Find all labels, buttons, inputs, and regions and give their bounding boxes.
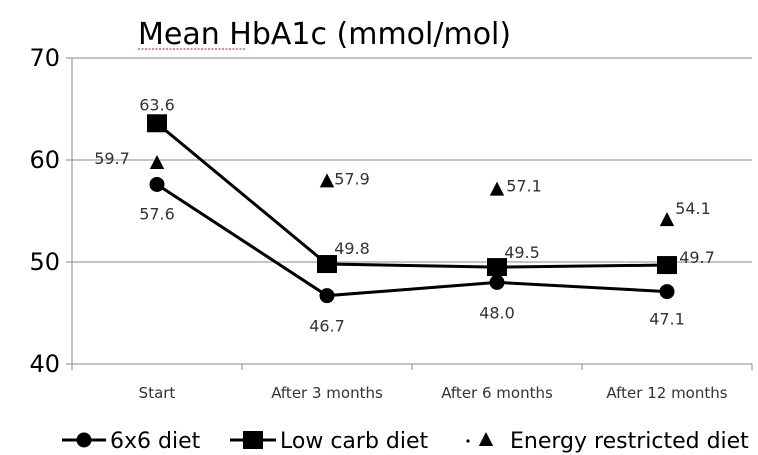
x-tick-label-1: After 3 months: [271, 384, 383, 402]
legend-6x6-label: 6x6 diet: [110, 429, 201, 454]
axes: [66, 57, 753, 370]
low-carb-series-line: [156, 122, 668, 269]
legend-low-carb-label: Low carb diet: [280, 429, 429, 454]
legend-energy-restricted-marker: [478, 432, 494, 446]
low-carb-point-0: [147, 114, 167, 133]
energy-restricted-data-label-0: 59.7: [94, 149, 130, 168]
low-carb-point-1: [317, 255, 337, 274]
low-carb-data-label-1: 49.8: [334, 239, 370, 258]
6x6-data-label-2: 48.0: [479, 303, 515, 322]
low-carb-point-3: [657, 256, 677, 275]
legend-energy-restricted-label: Energy restricted diet: [510, 429, 749, 454]
energy-restricted-data-label-1: 57.9: [334, 169, 370, 188]
low-carb-point-2: [487, 258, 507, 277]
low-carb-data-label-0: 63.6: [139, 95, 175, 114]
6x6-data-label-1: 46.7: [309, 317, 345, 336]
energy-restricted-point-2: [489, 181, 505, 196]
x-tick-labels: Start After 3 months After 6 months After 1…: [139, 384, 728, 402]
6x6-point-2: [489, 274, 505, 290]
6x6-point-3: [659, 284, 675, 300]
energy-restricted-data-label-2: 57.1: [506, 177, 542, 196]
energy-restricted-data-label-3: 54.1: [675, 199, 711, 218]
energy-restricted-point-3: [659, 212, 675, 227]
6x6-point-1: [319, 288, 335, 304]
legend: 6x6 diet Low carb diet Energy restricted d…: [62, 429, 749, 454]
energy-restricted-point-1: [319, 173, 335, 188]
6x6-data-label-0: 57.6: [139, 204, 175, 223]
chart-title: Mean HbA1c (mmol/mol): [138, 17, 511, 52]
legend-energy-restricted-dot: [466, 439, 470, 443]
y-tick-labels: 40 50 60 70: [29, 44, 60, 378]
6x6-data-label-3: 47.1: [649, 310, 685, 329]
series-marks: [147, 114, 677, 304]
y-tick-label-50: 50: [29, 248, 60, 276]
x-tick-label-3: After 12 months: [606, 384, 727, 402]
legend-low-carb-marker: [243, 431, 263, 449]
low-carb-data-label-3: 49.7: [679, 248, 715, 267]
y-tick-label-70: 70: [29, 44, 60, 72]
y-tick-label-40: 40: [29, 350, 60, 378]
x-tick-label-0: Start: [139, 384, 176, 402]
data-labels: 57.6 46.7 48.0 47.1 63.6 49.8 49.5 49.7 59.7 57.9…: [94, 95, 715, 335]
x-tick-label-2: After 6 months: [441, 384, 553, 402]
legend-6x6-marker: [76, 432, 92, 448]
6x6-series-line: [156, 183, 668, 298]
low-carb-data-label-2: 49.5: [504, 243, 540, 262]
energy-restricted-point-0: [149, 155, 165, 170]
6x6-point-0: [149, 176, 165, 192]
y-tick-label-60: 60: [29, 146, 60, 174]
